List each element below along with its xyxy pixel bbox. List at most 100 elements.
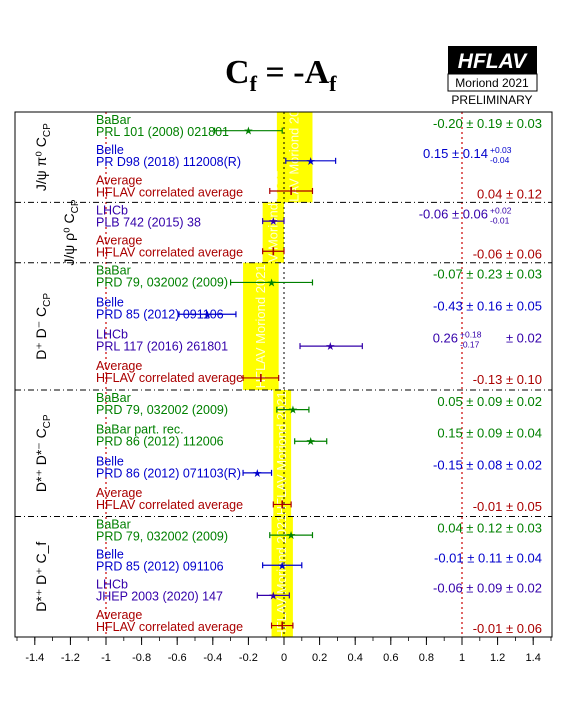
row-ref-label-0-2: HFLAV correlated average: [96, 185, 243, 199]
row-result-3-1: 0.15 ± 0.09 ± 0.04: [437, 426, 542, 441]
row-result-2-0: -0.07 ± 0.23 ± 0.03: [433, 267, 542, 282]
x-tick-label-8: 0.2: [312, 652, 327, 664]
x-tick-label-1: -1.2: [61, 652, 80, 664]
data-point-3-2: ★: [252, 468, 262, 480]
hflav-logo-conference-box: [447, 73, 538, 92]
row-ref-label-2-2: PRL 117 (2016) 261801: [96, 339, 228, 353]
x-tick-label-11: 0.8: [419, 652, 434, 664]
row-exp-label-3-0: BaBar: [96, 391, 131, 405]
row-exp-label-4-2: LHCb: [96, 578, 128, 592]
row-result-stat-lo-2-2: -0.17: [460, 339, 480, 349]
group-label-3: D*⁺ D*⁻ CCP: [33, 414, 53, 492]
row-result-0-1: 0.15 ± 0.14: [423, 146, 488, 161]
row-exp-label-3-3: Average: [96, 486, 142, 500]
hflav-logo-box: [448, 46, 537, 74]
group-label-text-3: D*⁺ D*⁻ C: [33, 428, 49, 492]
row-result-4-3: -0.01 ± 0.06: [473, 621, 542, 636]
data-point-3-0: ★: [288, 405, 298, 417]
group-label-sub-1: CP: [70, 199, 81, 213]
row-exp-label-4-0: BaBar: [96, 517, 131, 531]
row-ref-label-2-1: PRD 85 (2012) 091106: [96, 308, 224, 322]
row-ref-label-3-0: PRD 79, 032002 (2009): [96, 403, 228, 417]
row-result-stat-hi-2-2: +0.18: [460, 329, 482, 339]
row-exp-label-4-1: Belle: [96, 548, 124, 562]
row-exp-label-2-3: Average: [96, 359, 142, 373]
group-label-text-4: D*⁺ D⁺ C_f: [33, 542, 49, 612]
row-exp-label-3-2: Belle: [96, 454, 124, 468]
group-label-sub-2: CP: [42, 293, 53, 307]
row-ref-label-4-0: PRD 79, 032002 (2009): [96, 529, 228, 543]
group-label-4: D*⁺ D⁺ C_f: [33, 542, 49, 612]
hflav-logo-status: PRELIMINARY: [451, 93, 532, 107]
x-tick-label-0: -1.4: [25, 652, 44, 664]
row-exp-label-2-2: LHCb: [96, 327, 128, 341]
group-label-2: D⁺ D⁻ CCP: [33, 293, 53, 360]
row-exp-label-2-0: BaBar: [96, 264, 131, 278]
hflav-watermark-3: HFLAV Moriond 2021: [274, 391, 289, 515]
hflav-watermark-2: HFLAV Moriond 2021: [253, 264, 268, 388]
hflav-logo-name: HFLAV: [458, 50, 528, 73]
data-point-4-0: ★: [286, 530, 296, 542]
group-label-sub-0: CP: [42, 123, 53, 137]
row-result-syst-lo-1-0: -0.01: [490, 215, 510, 225]
row-result-4-2: -0.06 ± 0.09 ± 0.02: [433, 581, 542, 596]
data-point-0-1: ★: [306, 156, 316, 168]
group-label-text-2: D⁺ D⁻ C: [33, 307, 49, 360]
row-exp-label-4-3: Average: [96, 608, 142, 622]
data-point-2-2: ★: [325, 341, 335, 353]
row-result-0-2: 0.04 ± 0.12: [477, 186, 542, 201]
x-tick-label-2: -1: [101, 652, 111, 664]
hflav-watermark-4: HFLAV Moriond 2021: [274, 515, 289, 639]
chart-title: Cf = -Af: [225, 54, 337, 96]
group-label-text-0: J/ψ π⁰ C: [33, 137, 49, 191]
x-axis: -1.4 -1.2 -1 -0.8 -0.6 -0.4 -0.2 0 0.2 0.4 0.6 0.8 1…: [16, 637, 552, 664]
average-band-3: [273, 390, 292, 517]
row-result-syst-hi-1-0: +0.02: [490, 205, 512, 215]
row-exp-label-0-1: Belle: [96, 143, 124, 157]
row-ref-label-0-0: PRL 101 (2008) 021801: [96, 125, 229, 139]
row-exp-label-0-0: BaBar: [96, 113, 131, 127]
x-tick-label-6: -0.2: [239, 652, 258, 664]
data-point-4-1: ★: [277, 560, 287, 572]
row-result-3-3: -0.01 ± 0.05: [473, 499, 542, 514]
data-point-1-0: ★: [268, 216, 278, 228]
row-result-4-1: -0.01 ± 0.11 ± 0.04: [434, 551, 542, 566]
hflav-logo-conference: Moriond 2021: [455, 76, 529, 90]
hflav-logo: HFLAV Moriond 2021 PRELIMINARY: [447, 46, 538, 107]
x-tick-label-10: 0.6: [383, 652, 398, 664]
row-result-3-0: 0.05 ± 0.09 ± 0.02: [437, 394, 542, 409]
x-tick-label-9: 0.4: [348, 652, 363, 664]
row-ref-label-1-1: HFLAV correlated average: [96, 246, 243, 260]
row-exp-label-0-2: Average: [96, 173, 142, 187]
row-result-tail-2-2: ± 0.02: [506, 330, 542, 345]
data-point-2-0: ★: [267, 277, 277, 289]
x-tick-label-12: 1: [459, 652, 465, 664]
data-point-4-2: ★: [268, 590, 278, 602]
x-tick-label-13: 1.2: [490, 652, 505, 664]
x-tick-label-5: -0.4: [203, 652, 222, 664]
row-ref-label-1-0: PLB 742 (2015) 38: [96, 215, 201, 229]
row-ref-label-4-3: HFLAV correlated average: [96, 620, 243, 634]
row-ref-label-4-2: JHEP 2003 (2020) 147: [96, 590, 223, 604]
x-tick-label-14: 1.4: [526, 652, 541, 664]
row-ref-label-3-1: PRD 86 (2012) 112006: [96, 435, 224, 449]
data-point-0-0: ★: [243, 126, 253, 138]
row-result-2-1: -0.43 ± 0.16 ± 0.05: [433, 299, 542, 314]
x-tick-label-7: 0: [281, 652, 287, 664]
row-result-1-0: -0.06 ± 0.06: [419, 206, 488, 221]
average-band-0: [276, 112, 313, 203]
row-result-1-1: -0.06 ± 0.06: [473, 247, 542, 262]
group-label-0: J/ψ π⁰ CCP: [33, 123, 53, 191]
row-ref-label-2-0: PRD 79, 032002 (2009): [96, 276, 228, 290]
average-band-1: [262, 202, 284, 263]
average-band-4: [271, 516, 293, 637]
row-result-2-3: -0.13 ± 0.10: [473, 372, 542, 387]
row-exp-label-1-1: Average: [96, 234, 142, 248]
row-ref-label-0-1: PR D98 (2018) 112008(R): [96, 155, 241, 169]
row-result-2-2: 0.26: [433, 330, 458, 345]
x-tick-label-4: -0.6: [168, 652, 187, 664]
